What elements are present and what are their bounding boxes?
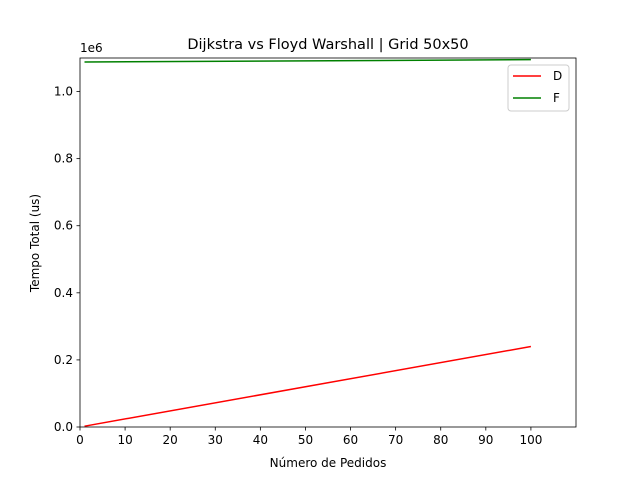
x-axis-label: Número de Pedidos — [270, 456, 387, 470]
x-tick-label: 0 — [76, 433, 84, 447]
series-line-F — [84, 58, 531, 63]
x-tick-label: 50 — [298, 433, 313, 447]
y-offset-label: 1e6 — [80, 41, 103, 55]
legend-label: F — [553, 91, 560, 105]
series-line-D — [84, 345, 532, 427]
y-tick-label: 0.0 — [54, 420, 73, 434]
x-tick-label: 20 — [163, 433, 178, 447]
y-tick-label: 0.6 — [54, 219, 73, 233]
y-tick-label: 0.4 — [54, 286, 73, 300]
x-tick-label: 30 — [208, 433, 223, 447]
x-tick-label: 90 — [478, 433, 493, 447]
x-tick-label: 40 — [253, 433, 268, 447]
y-tick-label: 0.2 — [54, 353, 73, 367]
x-tick-label: 70 — [388, 433, 403, 447]
x-tick-label: 80 — [433, 433, 448, 447]
x-tick-label: 60 — [343, 433, 358, 447]
y-axis-label: Tempo Total (us) — [28, 194, 42, 293]
legend-label: D — [553, 69, 562, 83]
y-tick-label: 0.8 — [54, 152, 73, 166]
x-tick-label: 100 — [519, 433, 542, 447]
plot-frame — [79, 57, 577, 428]
x-tick-label: 10 — [117, 433, 132, 447]
chart-title: Dijkstra vs Floyd Warshall | Grid 50x50 — [187, 37, 468, 53]
y-tick-label: 1.0 — [54, 85, 73, 99]
